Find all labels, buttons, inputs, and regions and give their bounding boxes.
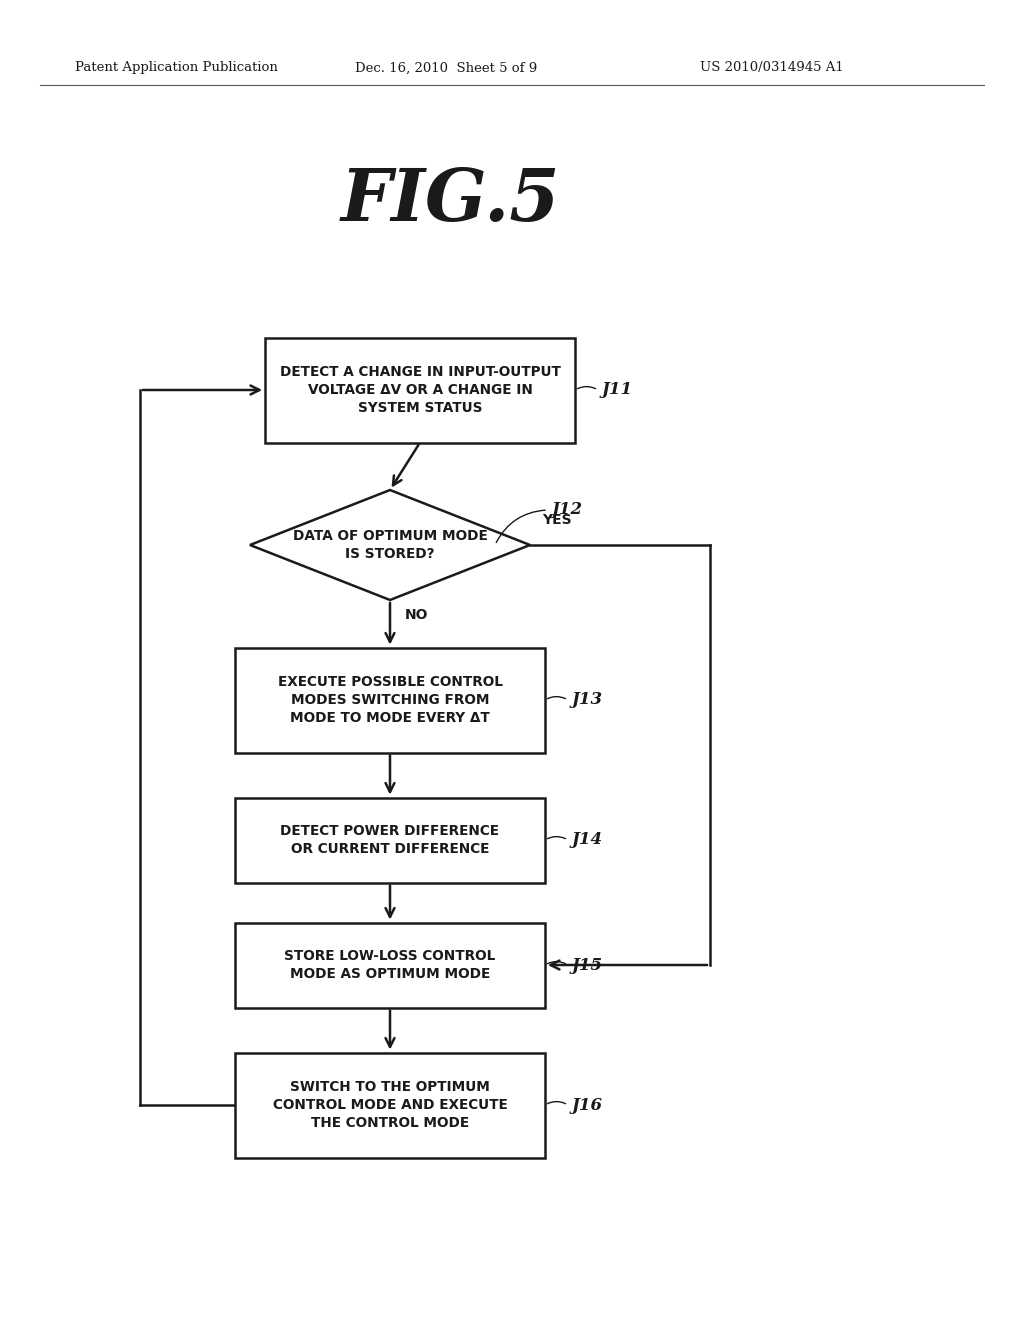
Text: J12: J12 xyxy=(552,502,583,519)
Bar xyxy=(265,338,575,442)
Text: SWITCH TO THE OPTIMUM
CONTROL MODE AND EXECUTE
THE CONTROL MODE: SWITCH TO THE OPTIMUM CONTROL MODE AND E… xyxy=(272,1080,507,1130)
Text: J13: J13 xyxy=(572,692,603,709)
Text: Patent Application Publication: Patent Application Publication xyxy=(75,62,278,74)
Text: DETECT POWER DIFFERENCE
OR CURRENT DIFFERENCE: DETECT POWER DIFFERENCE OR CURRENT DIFFE… xyxy=(281,824,500,857)
Text: DETECT A CHANGE IN INPUT-OUTPUT
VOLTAGE ΔV OR A CHANGE IN
SYSTEM STATUS: DETECT A CHANGE IN INPUT-OUTPUT VOLTAGE … xyxy=(280,364,560,416)
Text: Dec. 16, 2010  Sheet 5 of 9: Dec. 16, 2010 Sheet 5 of 9 xyxy=(355,62,538,74)
Bar xyxy=(234,797,545,883)
Text: DATA OF OPTIMUM MODE
IS STORED?: DATA OF OPTIMUM MODE IS STORED? xyxy=(293,529,487,561)
Bar xyxy=(234,648,545,752)
Text: YES: YES xyxy=(542,513,571,527)
Bar xyxy=(234,923,545,1007)
Text: J16: J16 xyxy=(572,1097,603,1114)
Text: NO: NO xyxy=(406,609,428,622)
Bar xyxy=(234,1052,545,1158)
Text: J11: J11 xyxy=(602,381,633,399)
Text: US 2010/0314945 A1: US 2010/0314945 A1 xyxy=(700,62,844,74)
Text: STORE LOW-LOSS CONTROL
MODE AS OPTIMUM MODE: STORE LOW-LOSS CONTROL MODE AS OPTIMUM M… xyxy=(285,949,496,981)
Polygon shape xyxy=(250,490,530,601)
Text: FIG.5: FIG.5 xyxy=(340,165,560,235)
Text: J14: J14 xyxy=(572,832,603,849)
Text: EXECUTE POSSIBLE CONTROL
MODES SWITCHING FROM
MODE TO MODE EVERY ΔT: EXECUTE POSSIBLE CONTROL MODES SWITCHING… xyxy=(278,675,503,726)
Text: J15: J15 xyxy=(572,957,603,974)
